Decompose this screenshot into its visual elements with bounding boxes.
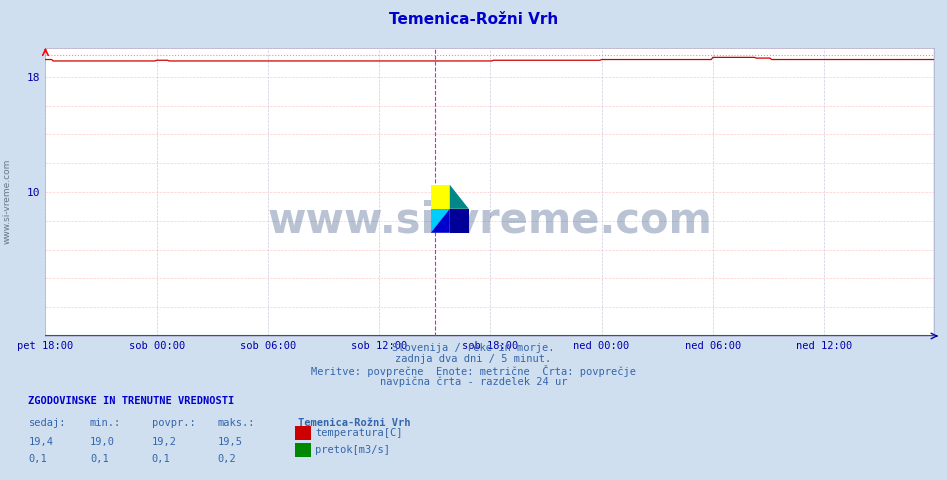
Text: navpična črta - razdelek 24 ur: navpična črta - razdelek 24 ur — [380, 376, 567, 387]
Text: 19,4: 19,4 — [28, 437, 53, 447]
Text: maks.:: maks.: — [218, 418, 256, 428]
Text: ZGODOVINSKE IN TRENUTNE VREDNOSTI: ZGODOVINSKE IN TRENUTNE VREDNOSTI — [28, 396, 235, 406]
Text: 0,1: 0,1 — [152, 454, 170, 464]
Text: Temenica-Rožni Vrh: Temenica-Rožni Vrh — [298, 418, 411, 428]
Polygon shape — [450, 209, 469, 233]
Text: 19,5: 19,5 — [218, 437, 242, 447]
Text: min.:: min.: — [90, 418, 121, 428]
Text: zadnja dva dni / 5 minut.: zadnja dva dni / 5 minut. — [396, 354, 551, 364]
Polygon shape — [450, 185, 469, 209]
Text: temperatura[C]: temperatura[C] — [315, 428, 402, 438]
Text: 19,0: 19,0 — [90, 437, 115, 447]
Text: www.si-vreme.com: www.si-vreme.com — [267, 200, 712, 242]
Polygon shape — [431, 209, 450, 233]
Text: 19,2: 19,2 — [152, 437, 176, 447]
Text: 0,1: 0,1 — [28, 454, 47, 464]
Polygon shape — [431, 185, 450, 209]
Text: Temenica-Rožni Vrh: Temenica-Rožni Vrh — [389, 12, 558, 27]
Text: 0,2: 0,2 — [218, 454, 237, 464]
Text: www.si-vreme.com: www.si-vreme.com — [3, 159, 12, 244]
Text: Meritve: povprečne  Enote: metrične  Črta: povprečje: Meritve: povprečne Enote: metrične Črta:… — [311, 365, 636, 377]
Polygon shape — [431, 209, 450, 233]
Text: sedaj:: sedaj: — [28, 418, 66, 428]
Text: 0,1: 0,1 — [90, 454, 109, 464]
Text: povpr.:: povpr.: — [152, 418, 195, 428]
Text: Slovenija / reke in morje.: Slovenija / reke in morje. — [392, 343, 555, 353]
Text: pretok[m3/s]: pretok[m3/s] — [315, 445, 390, 455]
